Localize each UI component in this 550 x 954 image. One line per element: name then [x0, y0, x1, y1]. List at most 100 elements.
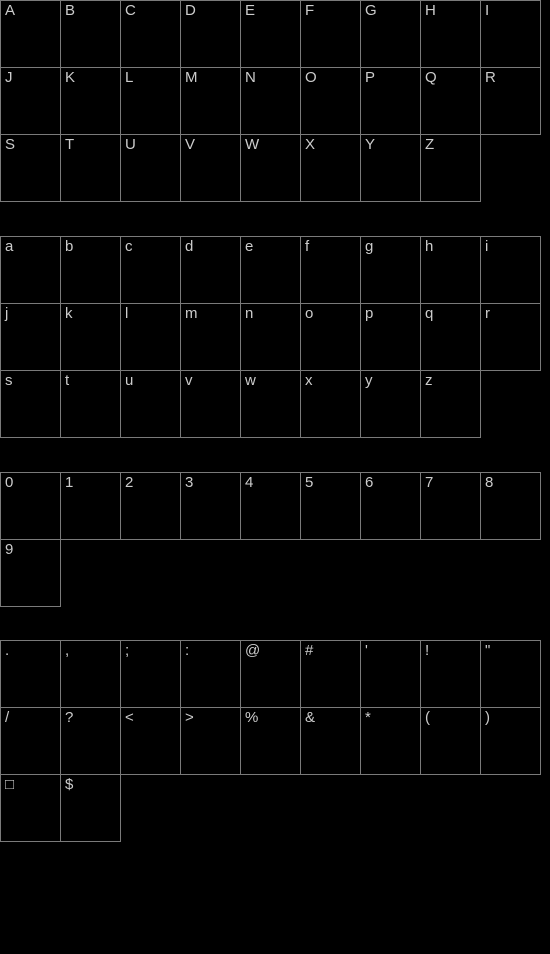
- glyph-cell[interactable]: A: [0, 0, 61, 68]
- glyph-cell[interactable]: !: [420, 640, 481, 708]
- glyph-cell[interactable]: 2: [120, 472, 181, 540]
- glyph-label: &: [305, 710, 315, 725]
- glyph-cell[interactable]: n: [240, 303, 301, 371]
- glyph-label: %: [245, 710, 258, 725]
- glyph-cell[interactable]: 4: [240, 472, 301, 540]
- glyph-cell[interactable]: 0: [0, 472, 61, 540]
- glyph-cell[interactable]: Z: [420, 134, 481, 202]
- glyph-cell[interactable]: O: [300, 67, 361, 135]
- glyph-cell[interactable]: m: [180, 303, 241, 371]
- glyph-cell[interactable]: □: [0, 774, 61, 842]
- glyph-cell[interactable]: E: [240, 0, 301, 68]
- glyph-cell[interactable]: I: [480, 0, 541, 68]
- glyph-cell[interactable]: v: [180, 370, 241, 438]
- glyph-cell[interactable]: y: [360, 370, 421, 438]
- glyph-cell[interactable]: J: [0, 67, 61, 135]
- glyph-cell[interactable]: e: [240, 236, 301, 304]
- glyph-cell[interactable]: k: [60, 303, 121, 371]
- glyph-cell[interactable]: l: [120, 303, 181, 371]
- glyph-label: b: [65, 239, 73, 254]
- glyph-cell[interactable]: C: [120, 0, 181, 68]
- glyph-cell[interactable]: r: [480, 303, 541, 371]
- glyph-cell[interactable]: L: [120, 67, 181, 135]
- glyph-cell[interactable]: :: [180, 640, 241, 708]
- empty-cell: [120, 539, 181, 607]
- glyph-cell[interactable]: ?: [60, 707, 121, 775]
- glyph-cell[interactable]: T: [60, 134, 121, 202]
- glyph-cell[interactable]: h: [420, 236, 481, 304]
- glyph-cell[interactable]: <: [120, 707, 181, 775]
- glyph-cell[interactable]: f: [300, 236, 361, 304]
- glyph-cell[interactable]: W: [240, 134, 301, 202]
- glyph-cell[interactable]: 8: [480, 472, 541, 540]
- glyph-cell[interactable]: t: [60, 370, 121, 438]
- glyph-cell[interactable]: R: [480, 67, 541, 135]
- glyph-label: 4: [245, 475, 253, 490]
- glyph-cell[interactable]: ,: [60, 640, 121, 708]
- glyph-cell[interactable]: %: [240, 707, 301, 775]
- glyph-cell[interactable]: (: [420, 707, 481, 775]
- glyph-cell[interactable]: M: [180, 67, 241, 135]
- glyph-cell[interactable]: c: [120, 236, 181, 304]
- glyph-cell[interactable]: ): [480, 707, 541, 775]
- glyph-cell[interactable]: B: [60, 0, 121, 68]
- glyph-label: L: [125, 70, 133, 85]
- glyph-label: .: [5, 643, 9, 658]
- glyph-cell[interactable]: ': [360, 640, 421, 708]
- glyph-cell[interactable]: i: [480, 236, 541, 304]
- empty-cell: [240, 539, 301, 607]
- glyph-cell[interactable]: P: [360, 67, 421, 135]
- empty-cell: [480, 539, 541, 607]
- glyph-cell[interactable]: 7: [420, 472, 481, 540]
- glyph-cell[interactable]: 9: [0, 539, 61, 607]
- glyph-cell[interactable]: >: [180, 707, 241, 775]
- glyph-label: 8: [485, 475, 493, 490]
- glyph-cell[interactable]: u: [120, 370, 181, 438]
- glyph-cell[interactable]: d: [180, 236, 241, 304]
- glyph-cell[interactable]: &: [300, 707, 361, 775]
- glyph-cell[interactable]: S: [0, 134, 61, 202]
- glyph-cell[interactable]: x: [300, 370, 361, 438]
- glyph-cell[interactable]: w: [240, 370, 301, 438]
- glyph-cell[interactable]: z: [420, 370, 481, 438]
- glyph-cell[interactable]: X: [300, 134, 361, 202]
- glyph-label: T: [65, 137, 74, 152]
- glyph-label: ;: [125, 643, 129, 658]
- glyph-cell[interactable]: *: [360, 707, 421, 775]
- glyph-cell[interactable]: o: [300, 303, 361, 371]
- glyph-cell[interactable]: 3: [180, 472, 241, 540]
- glyph-cell[interactable]: 1: [60, 472, 121, 540]
- glyph-cell[interactable]: K: [60, 67, 121, 135]
- glyph-cell[interactable]: s: [0, 370, 61, 438]
- glyph-label: !: [425, 643, 429, 658]
- glyph-cell[interactable]: b: [60, 236, 121, 304]
- glyph-cell[interactable]: Y: [360, 134, 421, 202]
- glyph-cell[interactable]: q: [420, 303, 481, 371]
- glyph-cell[interactable]: @: [240, 640, 301, 708]
- glyph-cell[interactable]: V: [180, 134, 241, 202]
- glyph-cell[interactable]: $: [60, 774, 121, 842]
- glyph-cell[interactable]: U: [120, 134, 181, 202]
- glyph-cell[interactable]: H: [420, 0, 481, 68]
- glyph-cell[interactable]: 5: [300, 472, 361, 540]
- glyph-cell[interactable]: G: [360, 0, 421, 68]
- glyph-label: Q: [425, 70, 437, 85]
- glyph-cell[interactable]: 6: [360, 472, 421, 540]
- glyph-label: ': [365, 643, 368, 658]
- glyph-cell[interactable]: a: [0, 236, 61, 304]
- glyph-cell[interactable]: Q: [420, 67, 481, 135]
- glyph-cell[interactable]: F: [300, 0, 361, 68]
- glyph-cell[interactable]: ;: [120, 640, 181, 708]
- glyph-grid: ab cde fghi jklmnopqr stuvwxyz: [0, 236, 541, 438]
- glyph-cell[interactable]: N: [240, 67, 301, 135]
- glyph-cell[interactable]: D: [180, 0, 241, 68]
- glyph-label: 5: [305, 475, 313, 490]
- glyph-cell[interactable]: /: [0, 707, 61, 775]
- glyph-label: e: [245, 239, 253, 254]
- glyph-cell[interactable]: j: [0, 303, 61, 371]
- glyph-cell[interactable]: ": [480, 640, 541, 708]
- glyph-cell[interactable]: g: [360, 236, 421, 304]
- glyph-cell[interactable]: #: [300, 640, 361, 708]
- glyph-cell[interactable]: p: [360, 303, 421, 371]
- glyph-cell[interactable]: .: [0, 640, 61, 708]
